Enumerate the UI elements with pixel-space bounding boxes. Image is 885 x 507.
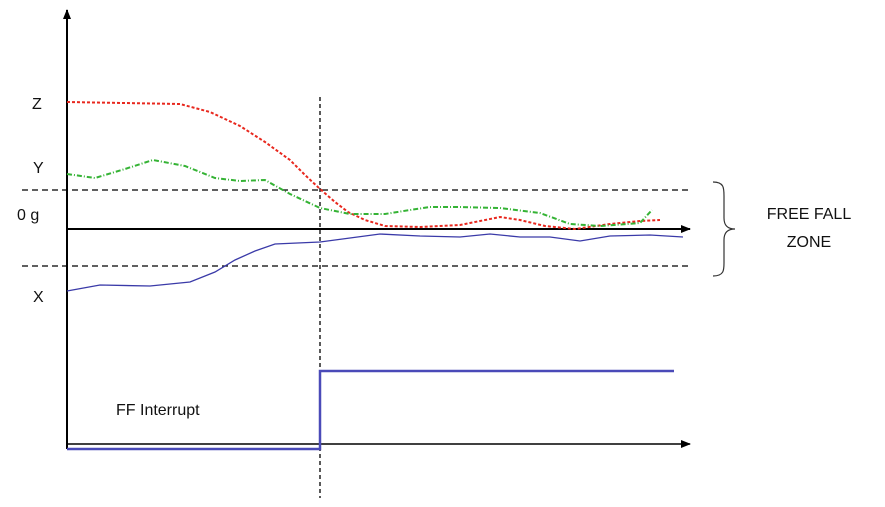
x-trace [66,233,684,292]
y-label: Y [33,160,44,177]
ff-interrupt-signal [67,369,674,451]
y-trace [66,158,653,228]
z-label: Z [32,96,42,113]
zero-g-label: 0 g [17,207,39,224]
ff-interrupt-label: FF Interrupt [116,402,200,419]
zone-label-line2: ZONE [787,234,831,251]
x-label: X [33,289,44,306]
zone-label-line1: FREE FALL [767,206,852,223]
zone-brace-icon [712,181,736,277]
z-trace [66,101,661,231]
